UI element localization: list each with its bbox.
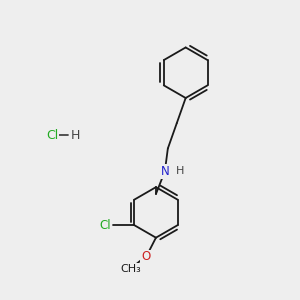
Text: CH₃: CH₃ (120, 263, 141, 274)
Text: Cl: Cl (99, 218, 111, 232)
Text: N: N (160, 165, 169, 178)
Text: H: H (176, 166, 184, 176)
Text: Cl: Cl (46, 129, 58, 142)
Text: O: O (141, 250, 150, 263)
Text: H: H (70, 129, 80, 142)
